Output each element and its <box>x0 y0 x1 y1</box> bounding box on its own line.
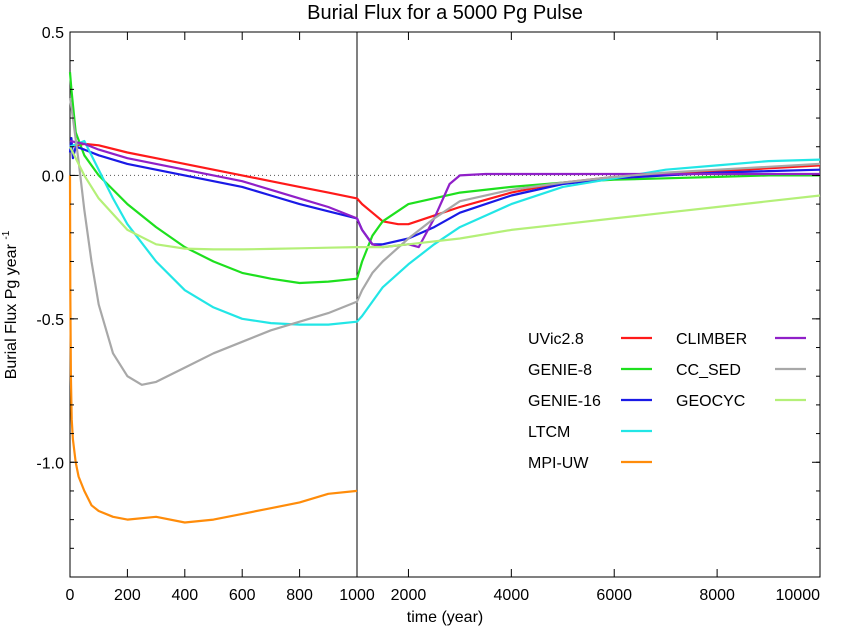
x-tick-label: 6000 <box>596 587 632 604</box>
legend-item-cc-sed: CC_SED <box>676 362 806 379</box>
series-line-climber <box>69 139 820 249</box>
legend-item-ltcm: LTCM <box>528 424 652 441</box>
legend-item-genie-16: GENIE-16 <box>528 393 652 410</box>
series-line-cc-sed <box>68 97 821 386</box>
x-tick-label: 800 <box>286 587 313 604</box>
x-tick-label: 1000 <box>339 587 375 604</box>
x-tick-label: 8000 <box>699 587 735 604</box>
legend: UVic2.8 GENIE-8 GENIE-16 LTCM MPI-UW CLIMBER C… <box>528 331 806 472</box>
legend-item-geocyc: GEOCYC <box>676 393 806 410</box>
legend-item-climber: CLIMBER <box>676 331 806 348</box>
legend-item-uvic2-8: UVic2.8 <box>528 331 652 348</box>
y-tick-label: -0.5 <box>36 312 64 329</box>
y-tick-label: -1.0 <box>36 455 64 472</box>
x-tick-label: 2000 <box>391 587 427 604</box>
x-tick-label: 200 <box>114 587 141 604</box>
x-tick-label: 10000 <box>776 587 821 604</box>
legend-label: MPI-UW <box>528 455 589 472</box>
legend-item-genie-8: GENIE-8 <box>528 362 652 379</box>
y-axis-label: Burial Flux Pg year <box>3 243 20 379</box>
x-axis-label: time (year) <box>407 609 483 626</box>
plot-area: 0.5 0.0 -0.5 -1.0 0 200 400 600 800 1000 2000 4000 6… <box>36 25 821 604</box>
series-line-geocyc <box>69 146 821 251</box>
legend-label: CC_SED <box>676 362 741 379</box>
legend-item-mpi-uw: MPI-UW <box>528 455 652 472</box>
y-axis-label-superscript: -1 <box>1 230 12 239</box>
x-tick-label: 4000 <box>494 587 530 604</box>
y-axis-title: Burial Flux Pg year -1 <box>1 230 20 379</box>
legend-label: GENIE-16 <box>528 393 601 410</box>
series-line-mpi-uw <box>68 175 358 524</box>
y-tick-label: 0.5 <box>42 25 64 42</box>
tick-layer: 0.5 0.0 -0.5 -1.0 0 200 400 600 800 1000 2000 4000 6… <box>36 25 821 604</box>
x-tick-label: 400 <box>171 587 198 604</box>
svg-text:Burial Flux Pg year -1: Burial Flux Pg year -1 <box>1 230 20 379</box>
chart-title: Burial Flux for a 5000 Pg Pulse <box>307 2 583 24</box>
series-line-ltcm <box>69 139 821 326</box>
x-tick-label: 0 <box>66 587 75 604</box>
series-layer <box>68 72 821 524</box>
legend-label: GEOCYC <box>676 393 745 410</box>
legend-label: UVic2.8 <box>528 331 584 348</box>
x-tick-label: 600 <box>229 587 256 604</box>
y-tick-label: 0.0 <box>42 168 64 185</box>
legend-label: LTCM <box>528 424 570 441</box>
legend-label: GENIE-8 <box>528 362 592 379</box>
plot-frame <box>69 31 821 578</box>
legend-label: CLIMBER <box>676 331 747 348</box>
